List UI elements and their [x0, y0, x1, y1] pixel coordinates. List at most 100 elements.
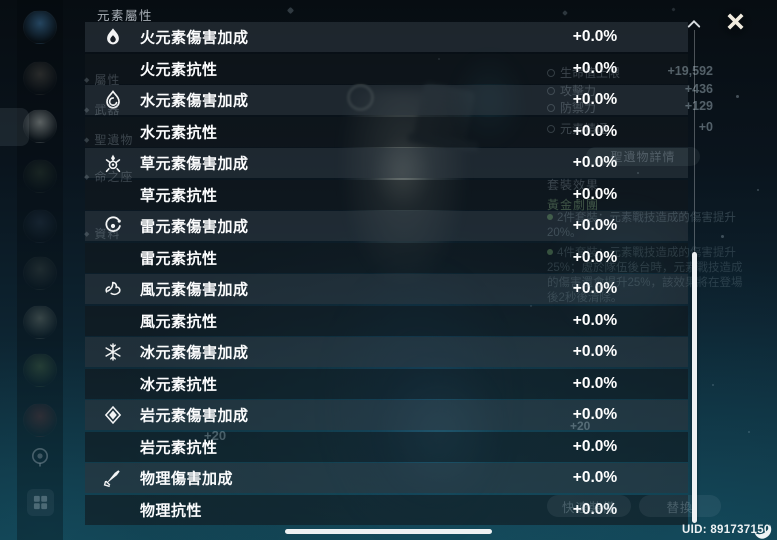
- sparkle-icon: [748, 431, 750, 433]
- attribute-label: 風元素抗性: [140, 313, 218, 330]
- menu-item-label: 武器: [94, 103, 121, 117]
- attribute-row[interactable]: 水元素抗性 +0.0%: [85, 116, 688, 147]
- stat-label: 防禦力: [547, 99, 596, 116]
- sparkle-icon: [736, 95, 739, 98]
- stat-label: 生命值上限: [547, 64, 620, 81]
- attribute-value: +0.0%: [572, 91, 618, 108]
- sparkle-icon: [286, 6, 295, 15]
- attribute-value: +0.0%: [572, 59, 618, 77]
- attribute-label: 雷元素傷害加成: [140, 218, 249, 236]
- attribute-row[interactable]: 草元素抗性 +0.0%: [85, 179, 688, 210]
- stat-icon: [547, 87, 555, 95]
- attribute-row[interactable]: 岩元素抗性 +0.0%: [85, 431, 688, 462]
- menu-item-label: 聖遺物: [94, 133, 134, 147]
- close-x-icon: [726, 12, 745, 34]
- attribute-label: 水元素抗性: [140, 124, 218, 141]
- stat-icon: [547, 69, 555, 77]
- pin-icon[interactable]: [29, 446, 51, 470]
- bullet-dot-icon: [547, 214, 553, 220]
- attribute-label: 岩元素抗性: [140, 439, 218, 456]
- set-4pc-text: 4件套裝：元素戰技造成的傷害提升25%；處於隊伍後台時，元素戰技造成的傷害還會提…: [547, 247, 743, 304]
- anemo-icon: [103, 279, 123, 299]
- stat-row: 生命值上限 +19,592: [547, 64, 713, 80]
- attribute-row[interactable]: 風元素抗性 +0.0%: [85, 305, 688, 336]
- attribute-row[interactable]: 火元素傷害加成 +0.0%: [85, 22, 688, 52]
- character-avatar-icon[interactable]: [23, 403, 57, 437]
- attribute-row[interactable]: 冰元素傷害加成 +0.0%: [85, 337, 688, 367]
- character-avatar-icon[interactable]: [23, 159, 57, 193]
- character-avatar-icon[interactable]: [23, 305, 57, 339]
- attribute-row[interactable]: 草元素傷害加成 +0.0%: [85, 148, 688, 178]
- diamond-bullet-icon: ◆: [84, 231, 91, 238]
- attribute-row[interactable]: 風元素傷害加成 +0.0%: [85, 274, 688, 304]
- character-avatar-icon[interactable]: [23, 61, 57, 95]
- attribute-row[interactable]: 物理抗性 +0.0%: [85, 494, 688, 525]
- swap-button: 替換: [639, 495, 721, 517]
- overlay-title: 元素屬性: [97, 9, 154, 23]
- diamond-bullet-icon: ◆: [84, 77, 91, 84]
- attribute-label: 火元素傷害加成: [140, 29, 249, 47]
- attribute-row[interactable]: 水元素傷害加成 +0.0%: [85, 85, 688, 115]
- uid-text: UID: 891737150: [682, 524, 771, 536]
- grid-icon[interactable]: [27, 489, 54, 516]
- character-avatar-icon[interactable]: [23, 209, 57, 243]
- bullet-dot-icon: [547, 249, 553, 255]
- sparkle-icon: [438, 58, 440, 60]
- attribute-row[interactable]: 冰元素抗性 +0.0%: [85, 368, 688, 399]
- attribute-value: +0.0%: [572, 374, 618, 392]
- attribute-value: +0.0%: [572, 217, 618, 234]
- attribute-row[interactable]: 火元素抗性 +0.0%: [85, 53, 688, 84]
- sparkle-icon: [243, 222, 245, 224]
- crescent-icon: [752, 520, 774, 540]
- weapon-level-text: +20: [570, 419, 591, 433]
- geo-icon: [103, 405, 123, 425]
- character-avatar-icon[interactable]: [23, 256, 57, 290]
- sparkle-icon: [562, 10, 568, 16]
- scrollbar-thumb[interactable]: [692, 252, 697, 523]
- character-avatar-icon[interactable]: [23, 353, 57, 387]
- stat-row: 攻擊力 +436: [547, 82, 713, 98]
- quick-equip-button: 快速裝備: [547, 495, 631, 517]
- menu-item-label: 命之座: [94, 170, 134, 184]
- attribute-label: 水元素傷害加成: [140, 92, 249, 110]
- menu-item: ◆ 聖遺物: [84, 131, 133, 148]
- attribute-row[interactable]: 物理傷害加成 +0.0%: [85, 463, 688, 493]
- attribute-value: +0.0%: [572, 406, 618, 423]
- attribute-value: +0.0%: [572, 185, 618, 203]
- attribute-label: 火元素抗性: [140, 61, 218, 78]
- attribute-value: +0.0%: [572, 154, 618, 171]
- scroll-up-arrow-icon[interactable]: [687, 15, 701, 28]
- wave-avatar-icon[interactable]: [23, 10, 57, 44]
- stat-label: 元素精通: [547, 120, 608, 137]
- stat-value: +129: [684, 99, 713, 113]
- menu-item-label: 屬性: [94, 73, 121, 87]
- close-button[interactable]: [716, 4, 754, 42]
- character-avatar-icon[interactable]: [23, 109, 57, 143]
- attribute-row[interactable]: 雷元素傷害加成 +0.0%: [85, 211, 688, 241]
- horizontal-scrollbar-thumb[interactable]: [285, 529, 492, 534]
- stat-row: 防禦力 +129: [547, 99, 713, 115]
- attribute-row[interactable]: 雷元素抗性 +0.0%: [85, 242, 688, 273]
- cryo-icon: [103, 342, 123, 362]
- pyro-icon: [103, 27, 123, 47]
- selected-avatar-highlight: [0, 108, 29, 146]
- sparkle-icon: [671, 7, 676, 12]
- menu-item: ◆ 屬性: [84, 71, 120, 88]
- elemental-attribute-list: 火元素傷害加成 +0.0% 火元素抗性 +0.0% 水元素傷害加成 +0.0% …: [85, 22, 688, 525]
- stat-label-text: 生命值上限: [560, 66, 621, 80]
- menu-item: ◆ 命之座: [84, 168, 133, 185]
- dendro-icon: [103, 153, 123, 173]
- attribute-row[interactable]: 岩元素傷害加成 +0.0%: [85, 400, 688, 430]
- character-sidebar: [17, 0, 63, 540]
- stat-value: +0: [698, 120, 713, 134]
- set-2pc-text: 2件套裝：元素戰技造成的傷害提升20%。: [547, 212, 736, 239]
- attribute-label: 草元素傷害加成: [140, 155, 249, 173]
- set-effects-header: 套裝效果: [547, 178, 600, 192]
- stat-value: +19,592: [667, 64, 713, 78]
- diamond-bullet-icon: ◆: [84, 137, 91, 144]
- attribute-label: 雷元素抗性: [140, 250, 218, 267]
- artifact-detail-button: 聖遺物詳情: [586, 147, 700, 166]
- artifact-set-name: 黃金劇團: [547, 198, 600, 212]
- diamond-bullet-icon: ◆: [84, 107, 91, 114]
